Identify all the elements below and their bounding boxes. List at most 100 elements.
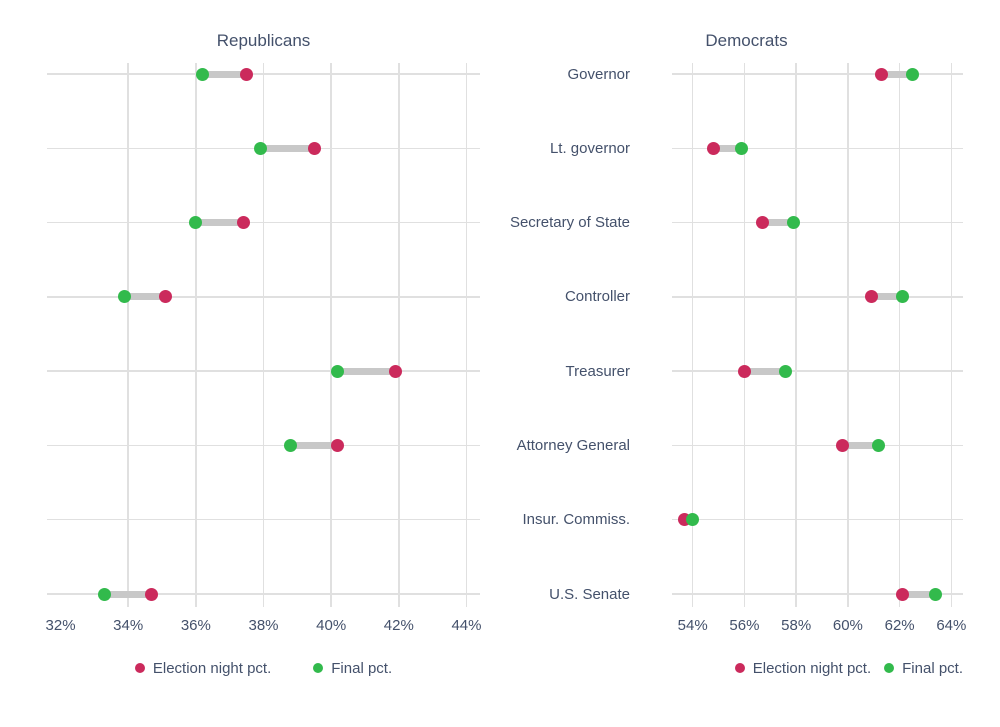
final-dot — [189, 216, 203, 230]
republicans-panel-title: Republicans — [216, 31, 311, 50]
row-gridline — [672, 518, 963, 521]
row-gridline — [47, 593, 480, 595]
election-night-dot — [836, 438, 850, 452]
category-label: U.S. Senate — [549, 585, 630, 603]
dumbbell-connector — [744, 367, 786, 375]
dumbbell-connector — [260, 144, 315, 152]
legend-label-election-night: Election night pct. — [152, 659, 272, 677]
dumbbell-connector — [202, 70, 247, 78]
x-axis-tick-label: 32% — [45, 617, 76, 634]
republicans-legend: Election night pct. Final pct. — [47, 659, 480, 677]
category-label: Treasurer — [565, 362, 630, 380]
election-night-dot-icon — [134, 663, 145, 673]
dumbbell-connector — [713, 144, 742, 152]
final-dot — [895, 290, 909, 304]
election-night-dot-icon — [734, 663, 745, 673]
final-dot — [787, 216, 801, 230]
election-night-dot — [864, 290, 878, 304]
election-night-dot — [158, 290, 172, 304]
row-gridline — [47, 518, 480, 521]
final-dot — [331, 364, 345, 378]
final-dot — [735, 141, 749, 155]
final-dot-icon — [884, 663, 895, 673]
final-dot — [253, 141, 267, 155]
row-gridline — [672, 221, 963, 224]
x-gridline — [465, 63, 468, 607]
category-label: Attorney General — [516, 436, 630, 454]
dumbbell-connector — [762, 219, 794, 227]
x-gridline — [847, 63, 849, 607]
x-axis-tick-label: 36% — [180, 617, 211, 634]
legend-item-election-night: Election night pct. — [134, 659, 272, 677]
x-axis-tick-label: 62% — [884, 617, 915, 634]
x-gridline — [262, 63, 265, 607]
row-gridline — [47, 370, 480, 372]
x-gridline — [195, 63, 197, 607]
x-axis-tick-label: 44% — [451, 617, 482, 634]
election-night-dot — [706, 141, 720, 155]
x-axis-tick-label: 40% — [316, 617, 347, 634]
x-gridline — [795, 63, 797, 607]
x-gridline — [398, 63, 400, 607]
final-dot — [196, 67, 210, 81]
election-night-dot — [236, 216, 250, 230]
final-dot — [686, 513, 700, 527]
row-gridline — [47, 444, 480, 447]
dumbbell-connector — [195, 219, 244, 227]
election-night-dot — [145, 587, 159, 601]
row-gridline — [47, 296, 480, 298]
final-dot — [779, 364, 793, 378]
row-gridline — [672, 147, 963, 150]
legend-item-election-night: Election night pct. — [734, 659, 872, 677]
row-gridline — [672, 296, 963, 298]
final-dot — [284, 438, 298, 452]
x-axis-tick-label: 42% — [383, 617, 414, 634]
row-gridline — [47, 221, 480, 224]
election-night-dot — [875, 67, 889, 81]
row-gridline — [672, 73, 963, 75]
dumbbell-connector — [881, 70, 913, 78]
x-axis-tick-label: 64% — [936, 617, 967, 634]
x-gridline — [898, 63, 901, 607]
dumbbell-connector — [902, 590, 936, 598]
dumbbell-connector — [104, 590, 152, 598]
election-night-dot — [331, 438, 345, 452]
x-axis-tick-label: 56% — [729, 617, 760, 634]
dumbbell-connector — [842, 441, 879, 449]
election-night-dot — [388, 364, 402, 378]
x-axis-tick-label: 58% — [781, 617, 812, 634]
legend-label-final: Final pct. — [331, 659, 393, 677]
election-night-dot — [307, 141, 321, 155]
final-dot — [872, 438, 886, 452]
row-gridline — [672, 593, 963, 595]
democrats-legend: Election night pct. Final pct. — [530, 659, 963, 677]
category-label: Lt. governor — [549, 139, 630, 157]
final-dot-icon — [313, 663, 324, 673]
legend-label-election-night: Election night pct. — [752, 659, 872, 677]
category-label: Secretary of State — [509, 214, 630, 232]
legend-label-final: Final pct. — [902, 659, 963, 677]
final-dot — [118, 290, 132, 304]
row-gridline — [672, 444, 963, 447]
legend-item-final: Final pct. — [313, 660, 392, 677]
dumbbell-connector — [337, 367, 396, 375]
x-gridline — [950, 63, 953, 607]
x-gridline — [127, 63, 129, 607]
row-gridline — [47, 73, 480, 75]
category-label: Governor — [567, 65, 630, 83]
x-axis-tick-label: 54% — [677, 617, 708, 634]
final-dot — [906, 67, 920, 81]
dumbbell-connector — [124, 293, 166, 301]
legend-item-final: Final pct. — [884, 660, 963, 677]
row-gridline — [672, 370, 963, 372]
x-axis-tick-label: 34% — [113, 617, 144, 634]
final-dot — [929, 587, 943, 601]
x-gridline — [743, 63, 746, 607]
election-night-dot — [240, 67, 254, 81]
category-label: Controller — [564, 288, 630, 306]
dumbbell-connector — [871, 293, 903, 301]
x-gridline — [330, 63, 332, 607]
dumbbell-connector — [290, 441, 338, 449]
x-gridline — [691, 63, 694, 607]
